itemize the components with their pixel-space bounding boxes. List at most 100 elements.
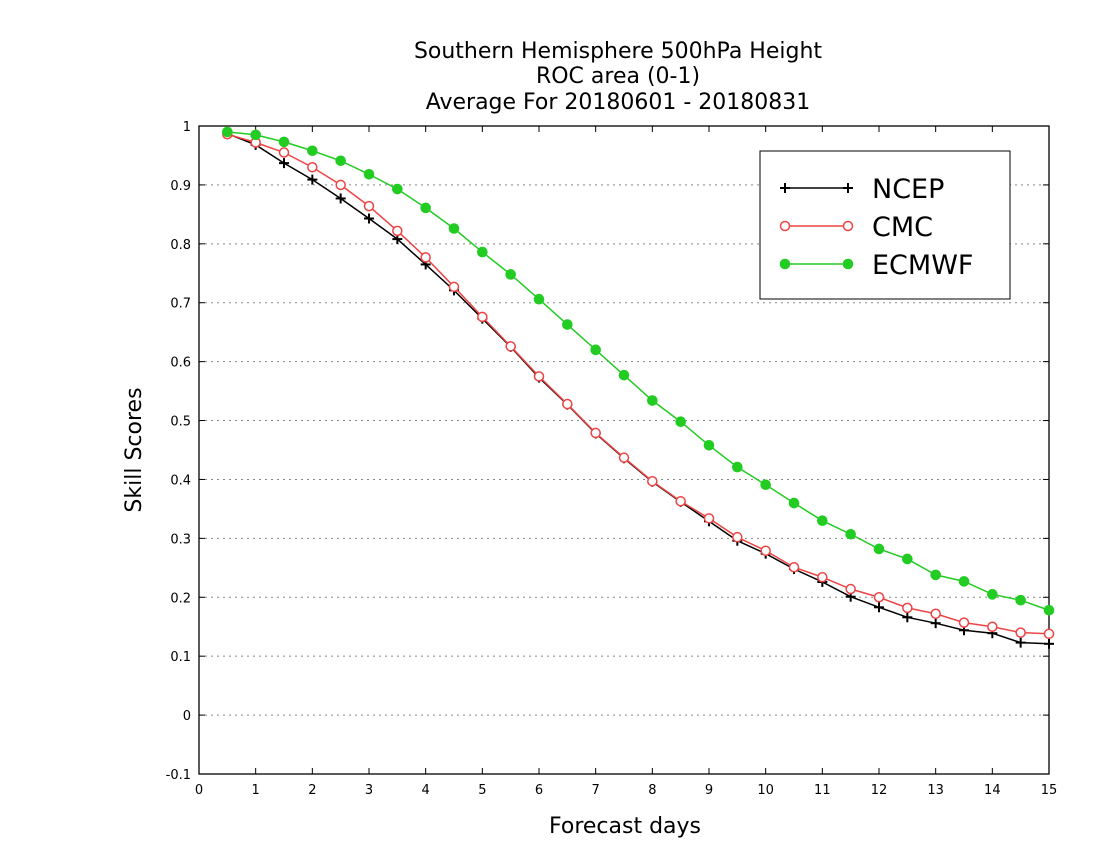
y-tick-label-10: 0.9 <box>170 179 191 194</box>
point-cmc-16 <box>675 496 686 507</box>
series-markers-ecmwf <box>222 126 1055 616</box>
point-ecmwf-15 <box>647 395 658 406</box>
point-ecmwf-19 <box>760 479 771 491</box>
point-cmc-3 <box>307 161 318 173</box>
y-tick-label-0: -0.1 <box>166 768 191 783</box>
point-cmc-10 <box>505 341 516 352</box>
point-cmc-7 <box>420 252 431 263</box>
point-ecmwf-28 <box>1015 594 1026 606</box>
x-tick-label-5: 5 <box>478 783 486 798</box>
point-ecmwf-13 <box>590 344 601 356</box>
point-ncep-3 <box>307 174 318 185</box>
x-axis-label: Forecast days <box>549 814 701 839</box>
point-ncep-23 <box>874 602 884 613</box>
series-markers-cmc <box>222 128 1055 640</box>
series-lines <box>222 126 1055 649</box>
point-cmc-15 <box>647 475 658 487</box>
point-cmc-20 <box>788 561 800 573</box>
legend-label-ecmwf: ECMWF <box>872 250 973 281</box>
point-cmc-12 <box>562 398 573 410</box>
point-ncep-29 <box>1044 638 1054 649</box>
x-tick-label-1: 1 <box>252 783 260 798</box>
legend-marker-right-ecmwf <box>842 258 854 270</box>
point-ecmwf-10 <box>505 269 516 280</box>
x-tick-label-6: 6 <box>535 783 543 798</box>
point-ecmwf-22 <box>845 528 856 540</box>
x-tick-label-7: 7 <box>592 783 600 798</box>
point-cmc-9 <box>477 311 488 323</box>
point-ecmwf-8 <box>448 223 460 234</box>
legend-label-ncep: NCEP <box>872 174 944 205</box>
point-cmc-27 <box>987 621 998 632</box>
point-ecmwf-9 <box>477 246 488 258</box>
point-cmc-19 <box>760 545 771 556</box>
title-line-1: Southern Hemisphere 500hPa Height <box>414 39 822 64</box>
point-cmc-11 <box>533 371 545 382</box>
point-cmc-28 <box>1015 627 1026 638</box>
point-cmc-14 <box>618 452 630 463</box>
y-tick-label-11: 1 <box>183 120 191 135</box>
point-cmc-22 <box>845 583 856 595</box>
point-ncep-5 <box>364 213 374 224</box>
legend-entry-cmc: CMC <box>779 212 933 243</box>
plot-frame <box>198 125 1050 775</box>
point-ncep-4 <box>335 193 346 204</box>
point-ecmwf-25 <box>930 569 941 581</box>
point-cmc-13 <box>590 427 601 439</box>
point-cmc-21 <box>817 571 828 583</box>
y-tick-label-2: 0.1 <box>170 650 191 665</box>
point-ecmwf-12 <box>562 319 573 330</box>
point-ecmwf-3 <box>307 145 318 157</box>
point-ecmwf-6 <box>392 183 403 195</box>
y-tick-label-1: 0 <box>183 709 191 724</box>
axes: -0.100.10.20.30.40.50.60.70.80.910 1 2 3 4 5 6… <box>166 120 1058 798</box>
legend-entry-ecmwf: ECMWF <box>779 250 973 281</box>
point-ecmwf-5 <box>363 169 375 180</box>
point-cmc-17 <box>703 513 715 524</box>
chart-title: Southern Hemisphere 500hPa Height ROC ar… <box>414 39 822 115</box>
point-ecmwf-16 <box>675 416 686 428</box>
point-ecmwf-26 <box>958 576 970 587</box>
legend-marker-left-cmc <box>779 220 791 232</box>
y-tick-label-8: 0.7 <box>170 297 191 312</box>
point-ncep-25 <box>930 618 941 629</box>
point-cmc-2 <box>278 147 290 158</box>
point-ecmwf-7 <box>420 202 431 214</box>
legend-marker-right-cmc <box>842 220 854 232</box>
point-cmc-23 <box>873 592 885 603</box>
point-ncep-2 <box>279 158 289 169</box>
point-ecmwf-1 <box>250 129 261 141</box>
y-tick-label-6: 0.5 <box>170 415 191 430</box>
x-tick-label-0: 0 <box>195 783 203 798</box>
point-ecmwf-21 <box>817 515 828 526</box>
point-ecmwf-14 <box>618 369 630 381</box>
point-cmc-8 <box>448 281 460 293</box>
y-tick-label-9: 0.8 <box>170 238 191 253</box>
title-line-2: ROC area (0-1) <box>536 64 700 89</box>
y-tick-label-5: 0.4 <box>170 473 191 488</box>
point-cmc-5 <box>363 200 375 212</box>
point-cmc-26 <box>958 617 970 628</box>
point-cmc-18 <box>732 531 743 543</box>
point-ecmwf-23 <box>873 543 885 555</box>
legend-marker-right-ncep <box>843 183 853 193</box>
x-tick-label-3: 3 <box>365 783 373 798</box>
point-ncep-28 <box>1015 637 1026 648</box>
x-tick-label-8: 8 <box>648 783 656 798</box>
x-tick-label-13: 13 <box>927 783 944 798</box>
point-ecmwf-18 <box>732 461 743 473</box>
x-tick-label-4: 4 <box>422 783 430 798</box>
point-ncep-24 <box>902 612 913 623</box>
y-tick-label-3: 0.2 <box>170 591 191 606</box>
legend-marker-left-ncep <box>780 183 790 193</box>
x-tick-label-10: 10 <box>757 783 774 798</box>
point-ecmwf-29 <box>1043 604 1055 616</box>
x-tick-label-12: 12 <box>871 783 888 798</box>
point-ecmwf-24 <box>902 553 913 565</box>
y-tick-label-7: 0.6 <box>170 356 191 371</box>
legend-box <box>759 150 1011 300</box>
point-cmc-6 <box>392 225 403 237</box>
point-ecmwf-20 <box>788 497 800 509</box>
legend: NCEP CMC ECMWF <box>759 150 1011 300</box>
